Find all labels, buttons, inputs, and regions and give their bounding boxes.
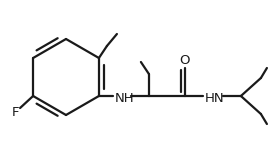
Text: NH: NH bbox=[115, 93, 134, 105]
Text: O: O bbox=[180, 53, 190, 67]
Text: HN: HN bbox=[205, 93, 225, 105]
Text: F: F bbox=[11, 105, 19, 118]
